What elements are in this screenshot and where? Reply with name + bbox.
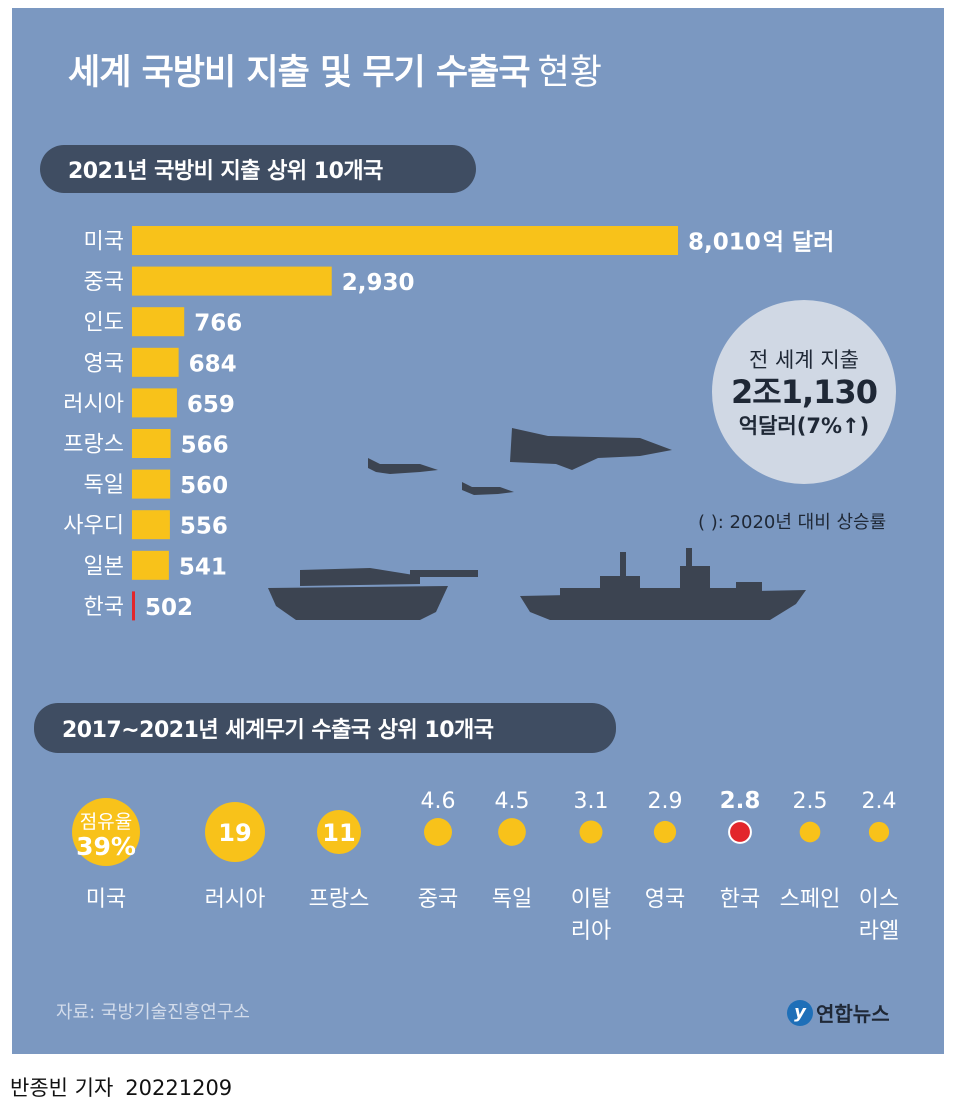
value-label-4: 659 [187,392,235,418]
bar-7 [132,510,170,540]
value-label-3: 4.6 [421,789,456,814]
fighter-jet-icon [462,482,514,495]
fighter-jet-icon [368,458,438,474]
country-label-9: 한국 [84,595,124,620]
section1-title: 2021년 국방비 지출 상위 10개국 [40,145,476,193]
unit-label: 억 달러 [763,230,835,256]
export-country-label-1: 러시아 [205,887,266,912]
country-label-5: 프랑스 [63,433,124,458]
bubble-1 [205,802,265,862]
value-label-0: 39% [76,832,136,861]
export-country-label-6: 영국 [645,887,685,912]
export-country-label-4: 독일 [492,887,532,912]
logo-text: 연합뉴스 [816,1002,890,1026]
bubble-line1: 전 세계 지출 [749,347,859,372]
value-label-5: 3.1 [574,789,609,814]
export-country-label-0: 미국 [86,887,126,912]
byline-reporter: 반종빈 기자 [10,1076,114,1100]
bar-8 [132,550,169,580]
country-label-1: 중국 [84,270,124,295]
value-label-9: 2.4 [862,789,897,814]
world-total-bubble: 전 세계 지출 2조1,130 억달러(7%↑) [712,300,896,484]
page-title: 세계 국방비 지출 및 무기 수출국 현황 [68,44,602,95]
value-label-8: 2.5 [793,789,828,814]
logo-mark: y [787,999,813,1026]
country-label-0: 미국 [84,230,124,255]
bar-2 [132,307,185,337]
bar-4 [132,388,177,418]
bubble-line2: 2조1,130 [731,372,878,411]
value-label-5: 566 [181,433,229,459]
bar-3 [132,347,179,377]
export-country-label-5-0: 이탈 [571,887,611,912]
value-label-1: 2,930 [342,270,415,296]
section2-title: 2017~2021년 세계무기 수출국 상위 10개국 [34,703,616,753]
bubble-3 [424,818,452,846]
country-label-7: 사우디 [63,514,124,539]
bubble-line3: 억달러(7%↑) [738,414,870,439]
country-label-4: 러시아 [63,392,124,417]
title-sub: 현황 [537,53,602,93]
bubble-8 [799,821,821,843]
bubble-5 [579,820,603,844]
country-label-2: 인도 [84,311,124,336]
bubble-0 [72,798,140,866]
value-label-7: 556 [180,514,228,540]
bubble-9 [868,821,890,843]
value-label-6: 560 [180,473,228,499]
bubble-4 [498,818,526,846]
value-label-9: 502 [145,595,193,621]
value-label-2: 11 [322,819,355,847]
fighter-jet-icon [510,428,672,470]
export-country-label-9-1: 라엘 [859,919,899,944]
byline-date: 20221209 [125,1076,233,1100]
bar-0 [132,226,678,255]
value-label-8: 541 [179,554,227,580]
bar-1 [132,266,332,296]
value-label-1: 19 [218,819,251,847]
bubble-2 [317,810,361,854]
country-label-3: 영국 [84,351,124,376]
bar-6 [132,469,171,499]
tank-icon [268,568,478,620]
bar-9 [132,591,135,621]
share-label: 점유율 [80,811,132,833]
bubble-7 [728,820,752,844]
export-country-label-8: 스페인 [780,887,841,912]
export-country-label-5-1: 리아 [571,919,611,944]
country-label-8: 일본 [84,554,124,579]
yonhap-logo: y 연합뉴스 [787,998,890,1027]
export-country-label-7: 한국 [720,887,760,912]
country-label-6: 독일 [84,473,124,498]
export-country-label-2: 프랑스 [309,887,370,912]
export-country-label-9-0: 이스 [859,887,899,912]
export-country-label-3: 중국 [418,887,458,912]
title-main: 세계 국방비 지출 및 무기 수출국 [68,53,531,93]
value-label-7: 2.8 [720,788,761,814]
value-label-4: 4.5 [495,789,530,814]
value-label-2: 766 [194,311,242,337]
bar-5 [132,429,171,458]
value-label-3: 684 [189,351,237,377]
warship-icon [520,548,806,620]
footnote: ( ): 2020년 대비 상승률 [698,512,887,533]
value-label-6: 2.9 [648,789,683,814]
bubble-6 [653,820,677,844]
source-note: 자료: 국방기술진흥연구소 [56,1002,250,1023]
byline: 반종빈 기자 20221209 [10,1072,232,1102]
